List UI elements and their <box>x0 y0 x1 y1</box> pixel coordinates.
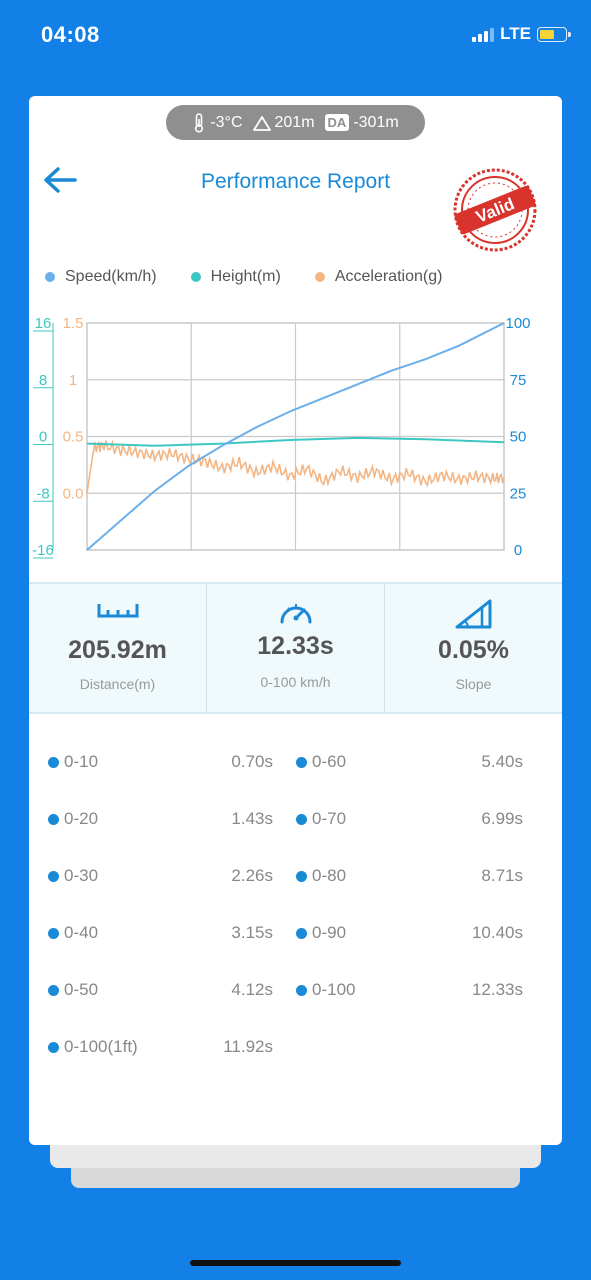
legend-item-acceleration: Acceleration(g) <box>314 268 443 286</box>
legend-item-speed: Speed(km/h) <box>45 268 157 286</box>
series-line-height <box>86 436 505 447</box>
split-time: 3.15s <box>231 923 273 942</box>
split-row: 0-70 6.99s <box>277 798 537 854</box>
y-tick-label-speed: 50 <box>510 429 527 446</box>
y-tick-label-acceleration: 0.5 <box>63 429 84 446</box>
legend-label: Acceleration(g) <box>334 268 443 285</box>
y-tick-label-acceleration: 0.0 <box>63 485 84 502</box>
split-time: 1.43s <box>231 809 273 828</box>
split-label: 0-10 <box>64 752 99 771</box>
split-row: 0-80 8.71s <box>277 855 537 911</box>
y-tick-label-acceleration: 1.5 <box>63 315 84 332</box>
y-tick-label-height: -8 <box>36 485 49 502</box>
legend-label: Speed(km/h) <box>65 268 157 285</box>
split-time: 2.26s <box>231 866 273 885</box>
status-bar: 04:08 LTE <box>0 0 591 72</box>
stat-label: Distance(m) <box>79 676 156 692</box>
split-row: 0-20 1.43s <box>29 798 289 854</box>
temperature-item: -3°C <box>192 112 243 133</box>
split-label: 0-80 <box>312 866 347 885</box>
density-altitude-item: DA -301m <box>324 113 399 132</box>
stat-label: 0-100 km/h <box>260 674 331 690</box>
split-label: 0-50 <box>64 980 99 999</box>
series-line-acceleration <box>86 439 505 494</box>
split-row: 0-10 0.70s <box>29 741 289 797</box>
ruler-icon <box>97 604 138 618</box>
valid-stamp: Valid <box>453 168 537 252</box>
chart-legend: Speed(km/h) Height(m) Acceleration(g) <box>45 268 476 286</box>
legend-label: Height(m) <box>210 268 281 285</box>
stat-label: Slope <box>455 676 492 692</box>
performance-chart: 16 8 0 -8 -16 1.5 1 0.5 0.0 100 75 50 25 0 <box>32 315 530 559</box>
split-label: 0-30 <box>64 866 99 885</box>
y-tick-label-height: -16 <box>32 542 54 559</box>
thermometer-icon <box>195 112 204 133</box>
split-label: 0-70 <box>312 809 347 828</box>
y-tick-label-height: 0 <box>39 429 47 446</box>
speedometer-icon <box>280 604 311 624</box>
stat-value: 205.92m <box>68 636 167 664</box>
split-time: 12.33s <box>471 980 523 999</box>
y-tick-label-speed: 100 <box>505 315 530 332</box>
summary-stats: 205.92m Distance(m) 12.33s 0-100 km/h <box>29 582 562 714</box>
split-label: 0-60 <box>312 752 347 771</box>
split-time: 6.99s <box>481 809 523 828</box>
stat-distance: 205.92m Distance(m) <box>29 584 206 712</box>
stat-zero-to-hundred: 12.33s 0-100 km/h <box>206 584 384 712</box>
slope-icon <box>455 599 491 629</box>
y-tick-label-speed: 0 <box>514 542 522 559</box>
split-time: 11.92s <box>223 1037 273 1056</box>
split-row: 0-40 3.15s <box>29 912 289 968</box>
split-label: 0-20 <box>64 809 99 828</box>
battery-icon <box>537 26 571 42</box>
network-type: LTE <box>500 24 531 43</box>
split-row: 0-30 2.26s <box>29 855 289 911</box>
status-time: 04:08 <box>41 22 100 47</box>
y-tick-label-height: 8 <box>39 372 47 389</box>
split-time: 10.40s <box>471 923 523 942</box>
report-card: -3°C 201m DA -301m Performance Report Va… <box>29 96 562 1145</box>
legend-item-height: Height(m) <box>190 268 281 286</box>
series-line-speed <box>86 322 505 551</box>
status-right: LTE <box>472 24 571 44</box>
split-row: 0-100 12.33s <box>277 969 537 1025</box>
split-time: 5.40s <box>481 752 523 771</box>
y-tick-label-acceleration: 1 <box>69 372 77 389</box>
split-time: 4.12s <box>231 980 273 999</box>
temperature-value: -3°C <box>210 113 243 131</box>
da-badge: DA <box>324 114 350 131</box>
split-time: 0.70s <box>231 752 273 771</box>
y-tick-label-speed: 25 <box>510 485 527 502</box>
y-tick-label-speed: 75 <box>510 372 527 389</box>
altitude-item: 201m <box>252 113 315 132</box>
split-label: 0-100(1ft) <box>64 1037 138 1056</box>
page-title: Performance Report <box>200 170 391 193</box>
y-tick-label-height: 16 <box>35 315 52 332</box>
altitude-value: 201m <box>274 113 315 131</box>
split-row: 0-90 10.40s <box>277 912 537 968</box>
split-label: 0-100 <box>312 980 356 999</box>
signal-icon <box>472 26 495 42</box>
split-label: 0-40 <box>64 923 99 942</box>
split-label: 0-90 <box>312 923 347 942</box>
mountain-icon <box>252 115 271 131</box>
density-altitude-value: -301m <box>353 113 399 131</box>
environment-pill: -3°C 201m DA -301m <box>166 105 425 140</box>
stat-slope: 0.05% Slope <box>384 584 562 712</box>
back-arrow-icon[interactable] <box>41 164 81 196</box>
split-time: 8.71s <box>481 866 523 885</box>
split-row: 0-60 5.40s <box>277 741 537 797</box>
stat-value: 0.05% <box>438 636 509 664</box>
home-indicator[interactable] <box>190 1260 401 1266</box>
split-row: 0-100(1ft) 11.92s <box>29 1026 289 1082</box>
split-row: 0-50 4.12s <box>29 969 289 1025</box>
stat-value: 12.33s <box>257 632 334 660</box>
